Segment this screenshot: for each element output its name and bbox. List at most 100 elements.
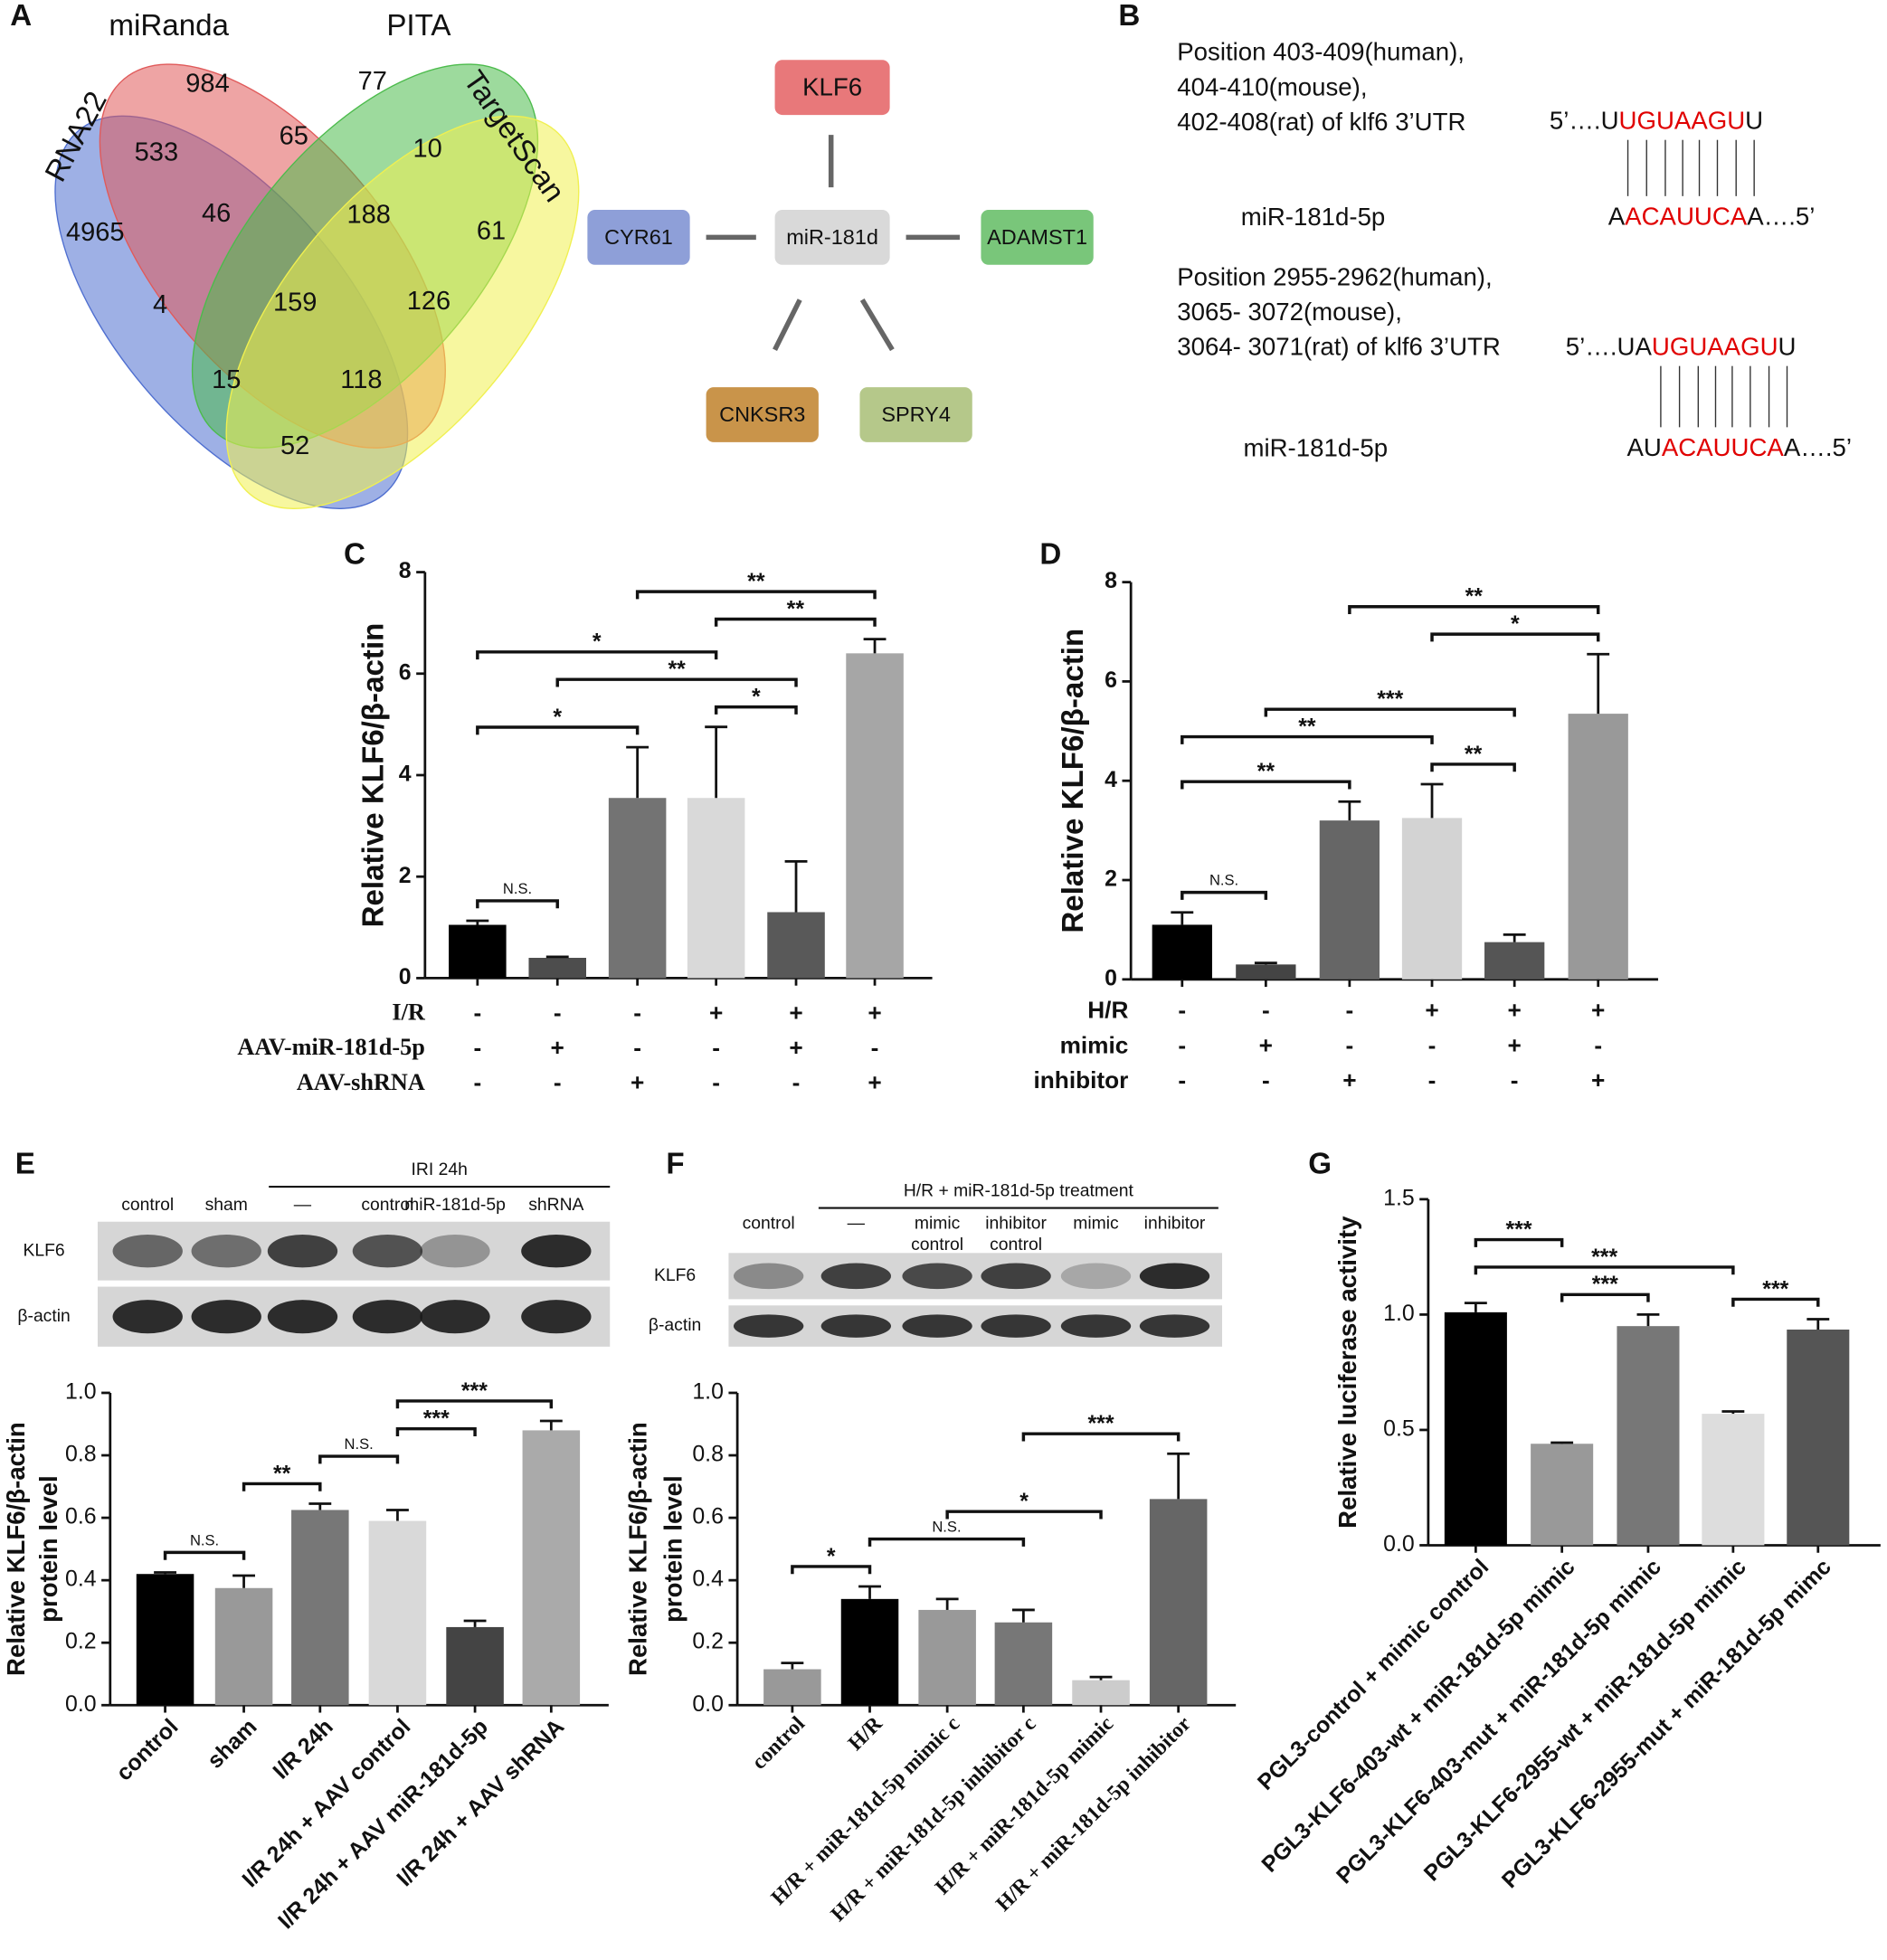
significance-bracket <box>555 677 798 687</box>
significance-label: N.S. <box>345 1435 374 1453</box>
bar <box>1617 1326 1680 1546</box>
significance-bracket <box>714 617 877 627</box>
venn-count: 188 <box>346 201 390 230</box>
y-tick-label: 2 <box>1105 866 1117 892</box>
site-position: 402-408(rat) of klf6 3’UTR <box>1177 108 1465 136</box>
bar <box>446 1626 504 1706</box>
y-tick-label: 0.0 <box>65 1691 97 1717</box>
bar <box>767 912 825 979</box>
panel-label: D <box>1039 537 1061 571</box>
bar <box>136 1574 194 1706</box>
venn-count: 77 <box>358 67 387 96</box>
significance-label: *** <box>1591 1245 1617 1270</box>
sequence-part: ACAUUCA <box>1625 203 1748 231</box>
venn-count: 15 <box>212 365 241 394</box>
lane-label: inhibitor <box>985 1215 1047 1234</box>
condition-value: - <box>1594 1031 1602 1058</box>
blot-band <box>191 1300 261 1334</box>
significance-label: ** <box>747 569 765 594</box>
sequence-part: 5’….U <box>1550 107 1619 135</box>
significance-label: ** <box>668 657 686 682</box>
condition-value: - <box>1178 1031 1186 1058</box>
network-node <box>587 210 690 265</box>
panel-label: G <box>1308 1147 1332 1180</box>
blot-band <box>112 1300 183 1334</box>
condition-value: + <box>709 999 723 1026</box>
venn-count: 46 <box>202 199 231 228</box>
lane-label: — <box>294 1196 312 1215</box>
condition-name: I/R <box>392 999 425 1025</box>
significance-label: ** <box>1465 742 1483 767</box>
mirna-name: miR-181d-5p <box>1241 203 1386 231</box>
lane-label: — <box>848 1215 866 1234</box>
blot-band <box>112 1235 183 1268</box>
y-tick-label: 0.6 <box>692 1504 724 1529</box>
y-tick-label: 2 <box>399 863 412 888</box>
x-tick-label: sham <box>203 1714 262 1774</box>
significance-bracket <box>868 1537 1026 1547</box>
significance-label: *** <box>1762 1276 1788 1302</box>
significance-bracket <box>1430 632 1600 642</box>
condition-name: AAV-shRNA <box>297 1069 425 1095</box>
venn-count: 65 <box>280 122 308 151</box>
network-node-label: KLF6 <box>802 72 862 100</box>
lane-label: control <box>743 1215 795 1234</box>
bar <box>1787 1329 1850 1546</box>
y-tick-label: 0.0 <box>692 1691 724 1717</box>
condition-name: AAV-miR-181d-5p <box>237 1034 424 1060</box>
panel-label: E <box>15 1147 35 1180</box>
significance-bracket <box>1560 1292 1650 1302</box>
x-tick-label: control <box>747 1712 810 1775</box>
y-tick-label: 1.0 <box>692 1379 724 1405</box>
sequence-part: U <box>1778 333 1797 361</box>
condition-value: + <box>1259 1031 1273 1058</box>
y-tick-label: 1.5 <box>1383 1185 1415 1210</box>
venn-count: 159 <box>273 288 317 317</box>
condition-value: - <box>1262 1066 1270 1094</box>
venn-set-label: PITA <box>386 9 451 43</box>
venn-count: 984 <box>185 70 229 99</box>
bar <box>291 1510 349 1706</box>
blot-band <box>820 1263 891 1290</box>
significance-label: * <box>593 630 602 655</box>
condition-name: H/R <box>1087 997 1128 1024</box>
blot-band <box>902 1263 972 1290</box>
significance-label: * <box>752 684 761 709</box>
sequence: AUACAUUCAA….5’ <box>1626 434 1852 462</box>
bar <box>1152 924 1212 980</box>
significance-bracket <box>1181 780 1351 790</box>
venn-count: 61 <box>477 217 506 246</box>
sequence: AACAUUCAA….5’ <box>1608 203 1816 231</box>
blot-band <box>1139 1314 1210 1338</box>
blot-band <box>352 1235 423 1268</box>
condition-value: + <box>868 999 881 1026</box>
bar <box>1702 1414 1765 1546</box>
significance-bracket <box>1430 762 1516 772</box>
significance-bracket <box>395 1426 477 1436</box>
condition-value: - <box>1428 1066 1437 1094</box>
bar <box>763 1669 821 1706</box>
significance-bracket <box>1181 890 1268 900</box>
bar <box>918 1609 976 1706</box>
mirna-name: miR-181d-5p <box>1243 434 1388 462</box>
network-node <box>774 60 890 116</box>
bar <box>522 1430 581 1706</box>
sequence: 5’….UUGUAAGUU <box>1550 107 1763 135</box>
y-tick-label: 0 <box>1105 965 1117 990</box>
condition-value: - <box>792 1069 801 1096</box>
x-tick-label: PGL3-KLF6-403-mut + miR-181d-5p mimic <box>1332 1554 1666 1889</box>
lane-label: mimic <box>1073 1215 1119 1234</box>
y-tick-label: 4 <box>1105 767 1117 792</box>
y-axis-label: Relative KLF6/β-actin <box>624 1422 652 1676</box>
lane-label: control <box>911 1236 963 1255</box>
significance-bracket <box>1474 1265 1735 1275</box>
significance-label: *** <box>1592 1272 1618 1297</box>
condition-value: - <box>554 1069 562 1096</box>
significance-label: * <box>553 705 562 730</box>
sequence-part: A….5’ <box>1747 203 1815 231</box>
condition-value: + <box>1508 997 1522 1024</box>
condition-value: + <box>551 1034 564 1061</box>
significance-bracket <box>1474 1237 1564 1247</box>
panel-label: A <box>10 0 32 33</box>
